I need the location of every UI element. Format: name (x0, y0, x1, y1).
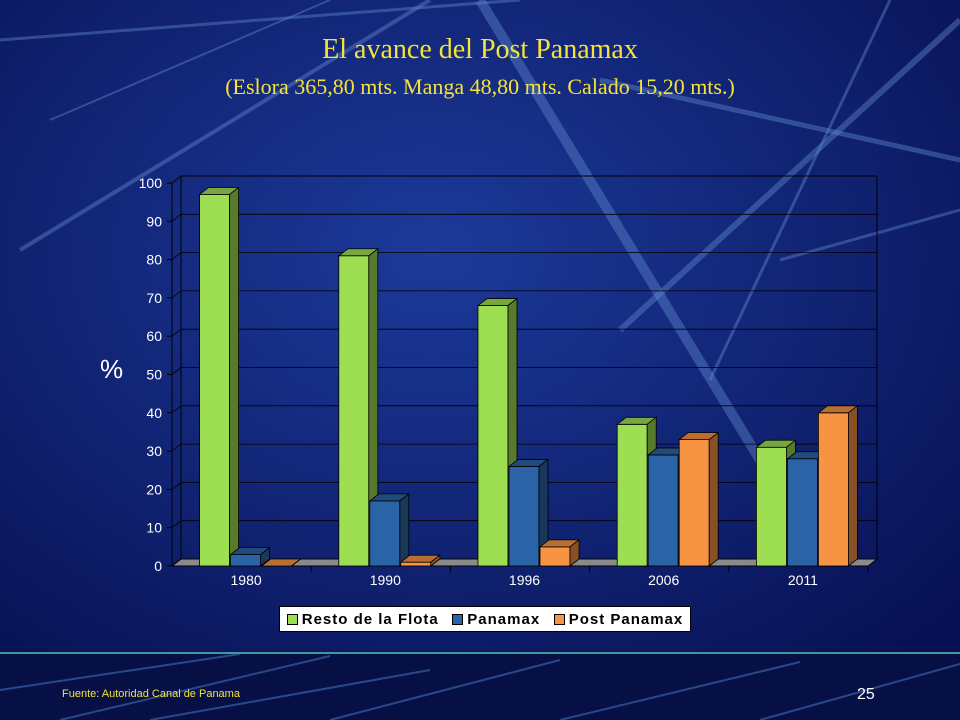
gridline-side (171, 443, 182, 452)
gridline-side (171, 367, 182, 375)
y-tick-label: 60 (146, 328, 162, 344)
legend-swatch-post-panamax (553, 613, 565, 625)
bar-side (260, 546, 271, 567)
bar-front (199, 194, 231, 567)
bar (678, 431, 720, 567)
y-tick-label: 80 (146, 252, 162, 268)
bar-front (400, 561, 432, 567)
page-number: 25 (857, 686, 875, 703)
legend-label-resto: Resto de la Flota (301, 610, 439, 628)
bar (538, 539, 581, 567)
bar-front (508, 466, 540, 567)
gridline-side (171, 252, 182, 260)
bar (368, 493, 410, 567)
legend-item-resto: Resto de la Flota (286, 610, 439, 628)
y-tick-label: 40 (146, 405, 162, 421)
gridline-side (171, 520, 182, 529)
gridline-side (171, 558, 182, 567)
bar-front (787, 458, 818, 567)
bar-side (848, 404, 858, 567)
legend-swatch-resto (286, 613, 298, 625)
gridline-side (171, 213, 182, 222)
x-tick-label: 2006 (648, 572, 679, 588)
bar-front (338, 255, 370, 567)
y-tick-label: 70 (146, 290, 162, 306)
y-tick-label: 10 (146, 520, 162, 536)
gridline-side (171, 175, 182, 184)
legend-swatch-panamax (452, 613, 464, 625)
bar-front (647, 454, 679, 567)
legend-item-panamax: Panamax (452, 611, 540, 628)
bar-front (678, 439, 710, 567)
bar-front (230, 554, 262, 567)
slide-subtitle: (Eslora 365,80 mts. Manga 48,80 mts. Cal… (225, 74, 735, 99)
legend-label-panamax: Panamax (467, 610, 541, 628)
bar-side (569, 539, 580, 567)
bar-front (477, 305, 509, 567)
y-tick-label: 90 (146, 213, 162, 229)
y-tick-label: 0 (154, 558, 162, 574)
bar (817, 404, 859, 567)
y-tick-label: 50 (146, 367, 162, 383)
x-tick-label: 1990 (370, 572, 401, 588)
gridline-side (171, 290, 182, 299)
bar (476, 297, 519, 567)
legend-item-post-panamax: Post Panamax (553, 610, 684, 628)
gridline-side (171, 405, 182, 414)
y-tick-label: 20 (146, 481, 162, 497)
bar (198, 186, 240, 567)
bar-front (539, 546, 571, 567)
x-tick-label: 1980 (231, 572, 262, 588)
bar-side (291, 558, 301, 567)
bar-side (430, 554, 441, 567)
slide-title: El avance del Post Panamax (322, 34, 638, 65)
bar (399, 554, 441, 567)
bar (229, 546, 271, 567)
chart-legend: Resto de la Flota Panamax Post Panamax (279, 606, 691, 632)
bar-front (369, 500, 401, 567)
bar-front (818, 412, 849, 567)
gridline-side (171, 482, 182, 490)
bar (337, 247, 379, 567)
bar-side (229, 186, 240, 567)
y-tick-label: 30 (146, 443, 162, 459)
y-tick-label: 100 (139, 175, 163, 191)
y-axis-label: % (100, 354, 124, 384)
bar-side (399, 493, 410, 567)
legend-label-post-panamax: Post Panamax (568, 610, 684, 628)
bar-front (616, 423, 648, 567)
bar (260, 558, 302, 567)
gridline-side (171, 328, 182, 337)
bar (507, 458, 550, 567)
x-tick-label: 2011 (788, 572, 818, 588)
source-note: Fuente: Autoridad Canal de Panama (62, 688, 240, 700)
bar-front (756, 446, 787, 567)
x-tick-label: 1996 (509, 572, 540, 588)
bar-side (708, 431, 719, 567)
